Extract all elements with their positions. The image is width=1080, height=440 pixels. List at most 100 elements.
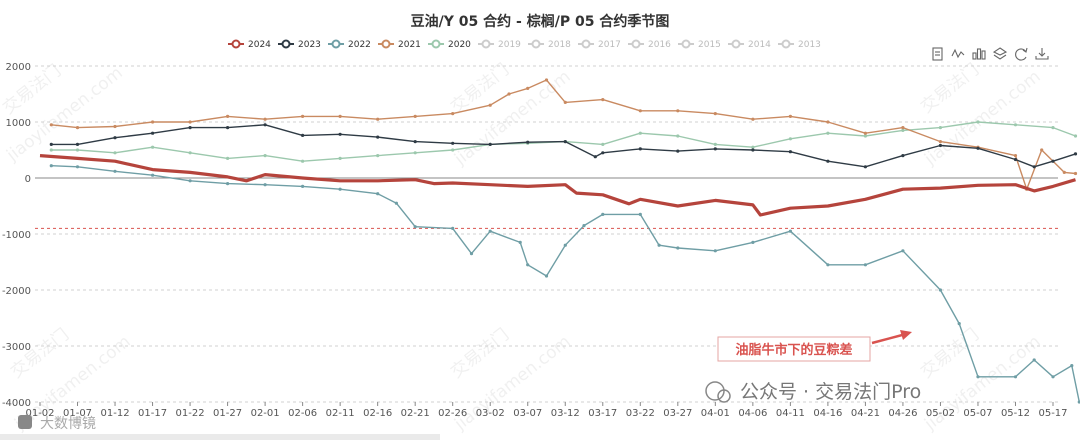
data-point: [976, 120, 980, 124]
data-point: [901, 128, 905, 132]
icon-part: [932, 47, 943, 61]
data-point: [49, 123, 53, 127]
y-axis: 2000 1000 0 -1000 -2000 -3000 -4000: [2, 62, 31, 409]
data-point: [413, 140, 417, 144]
data-point: [1051, 375, 1055, 379]
data-point: [976, 375, 980, 379]
data-point: [263, 183, 267, 187]
legend-item-2024[interactable]: 2024: [228, 39, 271, 50]
legend-item-2016[interactable]: 2016: [628, 39, 671, 50]
x-tick-label: 04-06: [738, 408, 767, 419]
y-tick-label: -4000: [2, 398, 31, 409]
data-point: [901, 249, 905, 253]
data-point: [1051, 159, 1055, 163]
watermark-url: jiaoyifamen.com: [920, 332, 1044, 435]
stack-icon[interactable]: [992, 47, 1008, 60]
legend-swatch-marker: [531, 39, 541, 49]
data-point: [488, 103, 492, 107]
x-tick-label: 05-12: [1001, 408, 1030, 419]
x-tick-label: 04-26: [888, 408, 917, 419]
watermark-url: jiaoyifamen.com: [450, 332, 574, 435]
legend-item-2018[interactable]: 2018: [528, 39, 571, 50]
legend-swatch-marker: [481, 39, 491, 49]
series-2022: [49, 164, 1080, 404]
data-point: [263, 123, 267, 127]
data-point: [1032, 165, 1036, 169]
data-point: [713, 249, 717, 253]
grid: [35, 65, 1058, 403]
data-point: [151, 120, 155, 124]
legend-item-2013[interactable]: 2013: [778, 39, 821, 50]
y-tick-label: -3000: [2, 342, 31, 353]
legend-item-2019[interactable]: 2019: [478, 39, 521, 50]
x-tick-label: 02-26: [438, 408, 467, 419]
x-tick-label: 03-17: [588, 408, 617, 419]
data-point: [657, 243, 661, 247]
data-point: [638, 212, 642, 216]
data-point: [301, 133, 305, 137]
legend-label: 2021: [398, 40, 421, 50]
data-point: [151, 131, 155, 135]
data-point: [1032, 358, 1036, 362]
data-point: [563, 100, 567, 104]
y-tick-label: 0: [25, 174, 31, 185]
data-point: [676, 246, 680, 250]
footer-brand-left: 大数博镜: [18, 415, 96, 432]
watermark-url: jiaoyifamen.com: [920, 67, 1044, 170]
data-point: [601, 151, 605, 155]
x-tick-label: 02-16: [363, 408, 392, 419]
refresh-icon[interactable]: [1015, 47, 1028, 61]
data-point: [226, 114, 230, 118]
legend-swatch-marker: [581, 39, 591, 49]
legend-label: 2020: [448, 40, 471, 50]
x-tick-label: 04-16: [813, 408, 842, 419]
series-layer: [39, 78, 1080, 404]
legend-item-2017[interactable]: 2017: [578, 39, 621, 50]
bottom-bar: [0, 434, 440, 440]
data-point: [376, 135, 380, 139]
data-point: [188, 126, 192, 130]
data-point: [788, 150, 793, 154]
legend-swatch-marker: [681, 39, 691, 49]
data-point: [826, 131, 830, 135]
data-point: [788, 137, 793, 141]
data-view-icon[interactable]: [932, 47, 943, 61]
x-tick-label: 01-12: [101, 408, 130, 419]
data-point: [638, 131, 642, 135]
data-point: [563, 243, 567, 247]
data-point: [49, 148, 53, 152]
data-point: [1073, 134, 1078, 138]
watermark-url: jiaoyifamen.com: [450, 67, 574, 170]
icon-part: [992, 47, 1008, 56]
legend-label: 2014: [748, 40, 771, 50]
download-icon[interactable]: [1035, 48, 1049, 60]
data-point: [863, 131, 868, 135]
icon-part: [1035, 56, 1049, 60]
x-tick-label: 04-01: [701, 408, 730, 419]
legend-item-2021[interactable]: 2021: [378, 39, 421, 50]
data-point: [151, 173, 155, 177]
bar-chart-icon[interactable]: [972, 48, 986, 60]
data-point: [901, 126, 905, 130]
x-tick-label: 04-11: [776, 408, 805, 419]
legend-item-2015[interactable]: 2015: [678, 39, 721, 50]
data-point: [394, 201, 398, 205]
legend-item-2014[interactable]: 2014: [728, 39, 771, 50]
chart-title: 豆油/Y 05 合约 - 棕榈/P 05 合约季节图: [411, 13, 670, 30]
legend-item-2022[interactable]: 2022: [328, 39, 371, 50]
data-point: [451, 148, 455, 152]
line-chart-icon[interactable]: [951, 48, 965, 59]
data-point: [263, 154, 267, 158]
series-line-2023: [51, 124, 1076, 168]
x-tick-label: 03-27: [663, 408, 692, 419]
data-point: [638, 147, 642, 151]
legend-label: 2024: [248, 40, 271, 50]
series-line-2022: [51, 165, 1080, 403]
legend-item-2020[interactable]: 2020: [428, 39, 471, 50]
legend-item-2023[interactable]: 2023: [278, 39, 321, 50]
legend-swatch-marker: [731, 39, 741, 49]
legend-swatch-marker: [331, 39, 341, 49]
series-line-2024: [39, 154, 1076, 217]
data-point: [75, 148, 80, 152]
series-2023: [49, 123, 1078, 169]
